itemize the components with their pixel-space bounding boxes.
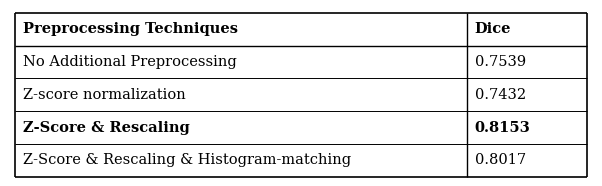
Text: Preprocessing Techniques: Preprocessing Techniques [23, 22, 238, 36]
Text: 0.8017: 0.8017 [474, 153, 526, 167]
Text: Z-Score & Rescaling: Z-Score & Rescaling [23, 121, 190, 135]
Text: 0.7539: 0.7539 [474, 55, 526, 69]
Text: Z-score normalization: Z-score normalization [23, 88, 185, 102]
Text: No Additional Preprocessing: No Additional Preprocessing [23, 55, 237, 69]
Text: 0.8153: 0.8153 [474, 121, 530, 135]
Text: Dice: Dice [474, 22, 511, 36]
Text: 0.7432: 0.7432 [474, 88, 526, 102]
Text: Z-Score & Rescaling & Histogram-matching: Z-Score & Rescaling & Histogram-matching [23, 153, 351, 167]
